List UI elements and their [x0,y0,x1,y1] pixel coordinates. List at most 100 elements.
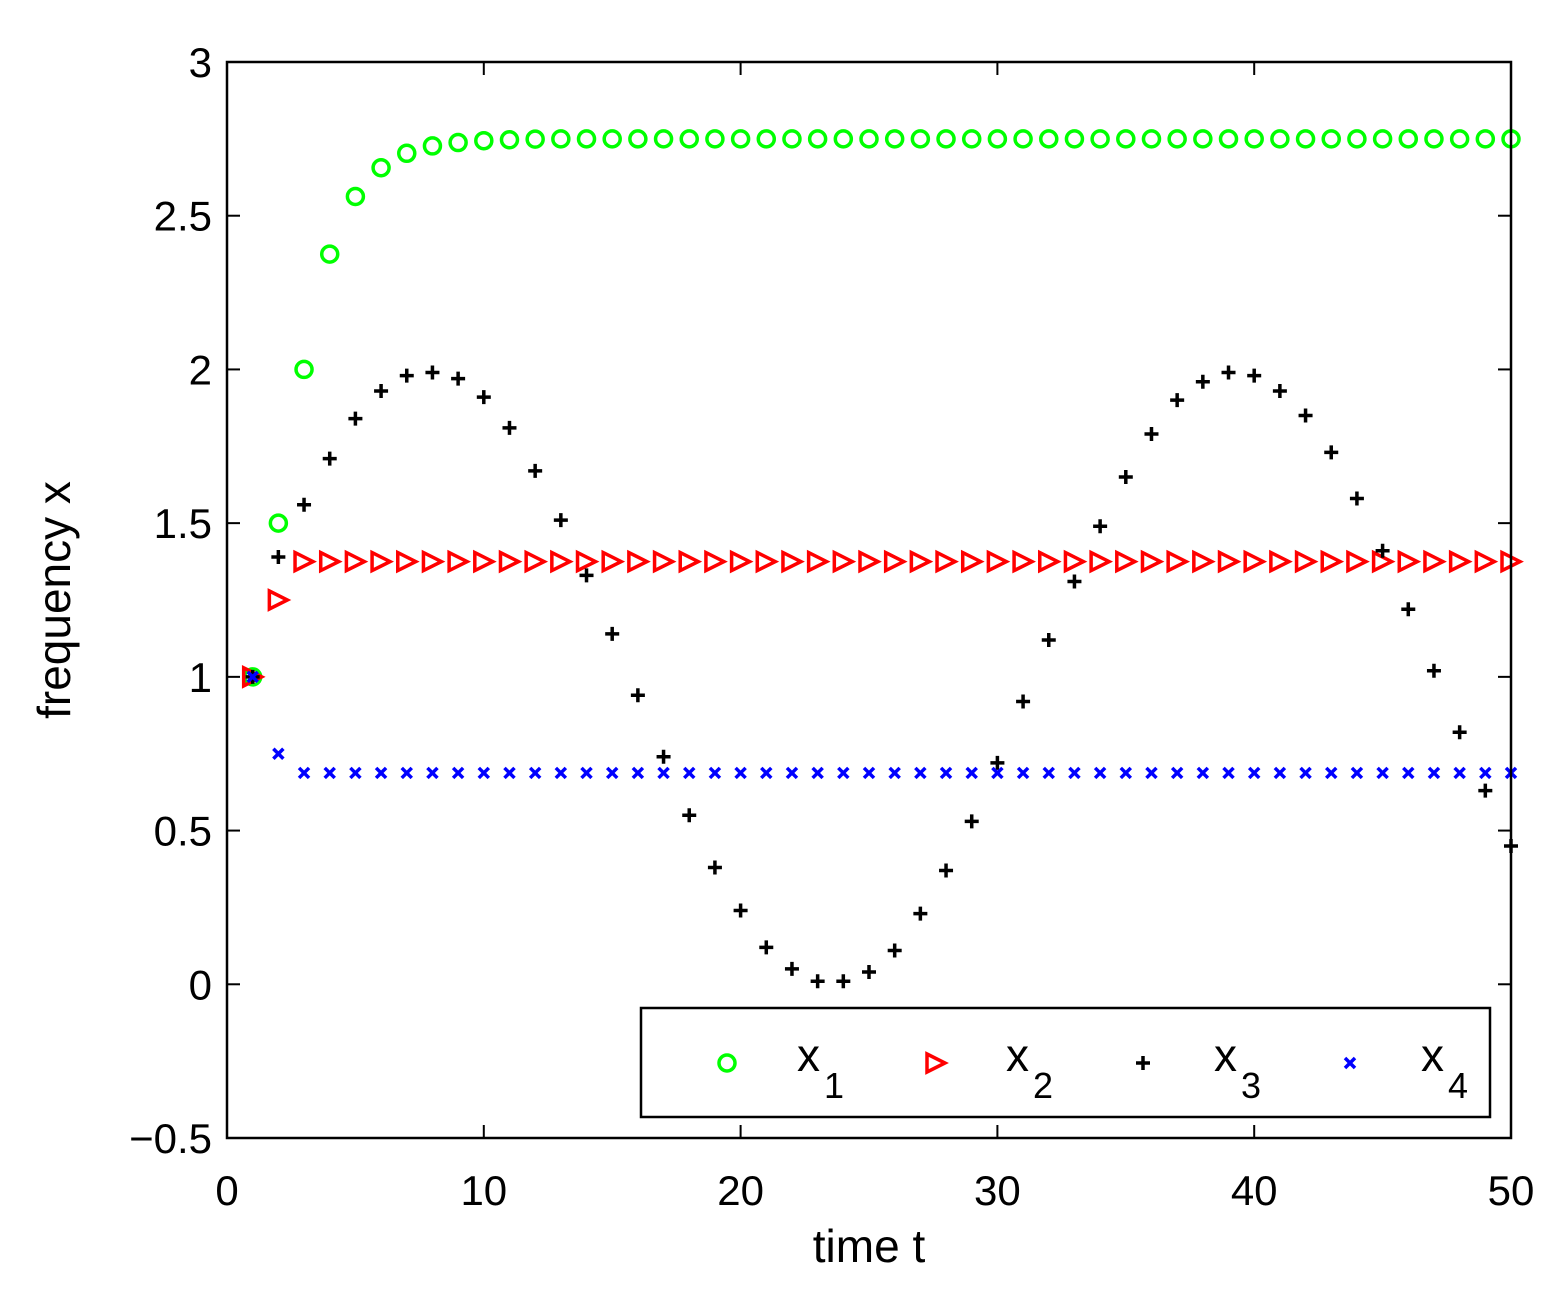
point-x_1 [294,359,314,380]
legend-entry-x_4: x4 [1343,1029,1468,1106]
point-x_3 [605,626,620,641]
point-x_1 [1244,129,1264,149]
point-x_2 [1089,549,1114,574]
point-x_3 [1324,445,1339,460]
point-x_2 [447,549,472,574]
series-x_4 [246,670,1518,780]
point-x_2 [370,549,394,574]
point-x_3 [502,420,517,435]
point-x_2 [396,549,420,574]
point-x_2 [1346,549,1370,574]
point-x_4 [1402,766,1415,780]
point-x_4 [1299,766,1312,780]
point-x_3 [1093,519,1108,534]
plot-frame [225,60,1513,1140]
point-x_4 [708,766,722,780]
point-x_2 [524,549,549,574]
point-x_4 [297,766,311,780]
legend-label: x [1421,1029,1444,1081]
point-x_4 [862,766,876,780]
point-x_3 [1298,408,1313,423]
point-x_4 [939,766,953,780]
legend-marker-x_1 [717,1053,737,1073]
point-x_3 [1195,374,1210,389]
point-x_1 [782,129,802,149]
point-x_2 [1320,549,1345,574]
point-x_1 [833,129,854,149]
point-x_1 [910,129,931,149]
point-x_4 [605,766,619,780]
point-x_1 [1090,129,1110,149]
legend-marker-x_4 [1343,1056,1357,1070]
point-x_2 [1423,549,1447,574]
y-axis-label: frequency x [28,481,80,719]
point-x_4 [734,766,747,780]
point-x_4 [1068,766,1081,780]
point-x_4 [1453,766,1466,780]
point-x_3 [759,940,774,955]
y-tick-label: 2 [189,346,212,393]
point-x_1 [448,132,468,153]
point-x_1 [499,130,520,150]
point-x_2 [1012,549,1036,574]
point-x_2 [1397,549,1422,574]
point-x_4 [683,766,696,780]
point-x_2 [1448,549,1473,574]
point-x_4 [1247,766,1261,780]
x-tick-label: 40 [1231,1167,1278,1214]
y-tick-label: 0 [189,961,212,1008]
point-x_4 [554,766,568,780]
point-x_1 [1295,129,1316,149]
point-x_4 [1196,766,1210,780]
point-x_3 [1349,491,1364,506]
point-x_1 [1372,129,1393,149]
x-tick-label: 10 [460,1167,507,1214]
point-x_1 [961,129,982,149]
point-x_1 [756,129,777,149]
point-x_3 [1452,725,1467,740]
point-x_1 [705,129,725,149]
point-x_1 [525,129,545,149]
point-x_3 [964,814,979,829]
point-x_3 [1426,663,1441,678]
point-x_2 [909,549,934,574]
x-axis-label: time t [813,1220,926,1272]
point-x_2 [1294,549,1319,574]
legend-marker-x_2 [925,1051,949,1075]
y-tick-label: 1 [189,654,212,701]
point-x_4 [580,766,593,780]
point-x_3 [887,943,902,958]
x-tick-label: 20 [717,1167,764,1214]
point-x_2 [883,549,908,574]
point-x_1 [679,129,699,149]
point-x_2 [986,549,1011,574]
point-x_3 [1016,694,1031,709]
point-x_1 [474,130,494,151]
point-x_3 [707,860,722,875]
point-x_3 [913,906,928,921]
point-x_3 [630,688,645,703]
point-x_2 [678,549,703,574]
point-x_1 [1475,129,1496,149]
series-x_3 [245,365,1518,989]
point-x_1 [576,129,597,149]
point-x_4 [1093,766,1107,780]
point-x_4 [631,766,645,780]
point-x_2 [1217,549,1242,574]
point-x_4 [811,766,824,780]
point-x_2 [832,549,857,574]
point-x_2 [729,549,754,574]
point-x_2 [781,549,805,574]
point-x_3 [836,974,851,989]
point-x_4 [1427,766,1441,780]
point-x_1 [1398,129,1419,149]
legend-marker-x_3 [1136,1056,1150,1070]
point-x_4 [503,766,516,780]
point-x_4 [837,766,850,780]
point-x_1 [807,129,828,149]
point-x_2 [344,549,369,574]
y-tick-label: −0.5 [129,1115,212,1162]
legend-entry-x_1: x1 [717,1029,844,1106]
point-x_3 [1067,574,1082,589]
